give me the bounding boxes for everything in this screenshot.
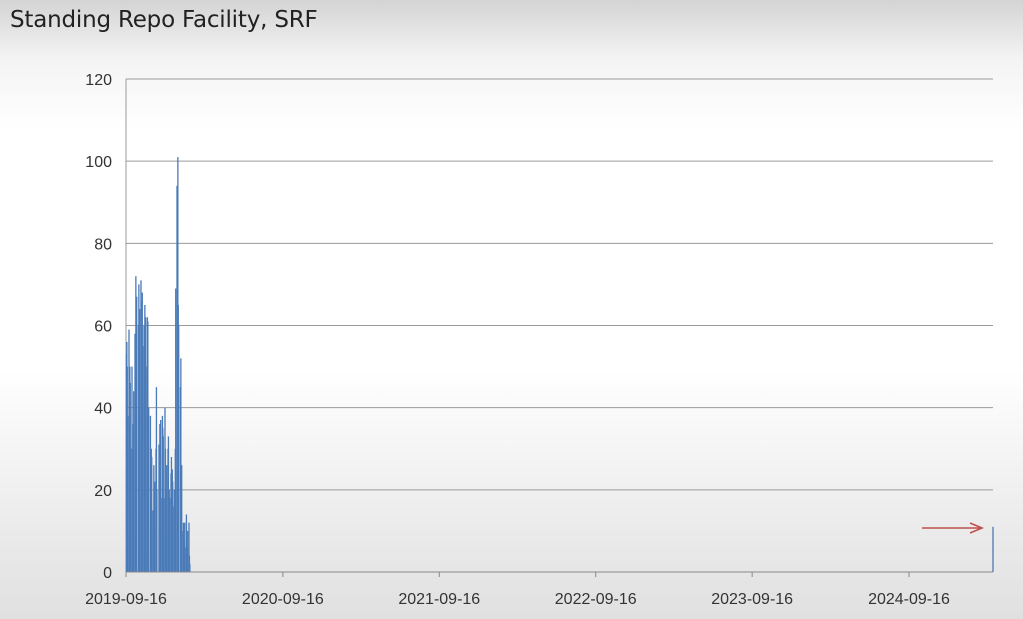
x-tick-label: 2024-09-16	[868, 591, 950, 608]
chart-title: Standing Repo Facility, SRF	[10, 7, 318, 33]
bar	[154, 481, 156, 572]
bar	[185, 514, 188, 572]
bar	[189, 563, 191, 572]
bar	[167, 436, 170, 572]
bar	[147, 321, 149, 572]
bar	[145, 317, 147, 572]
bar	[175, 288, 177, 572]
bar	[166, 465, 168, 572]
annotation	[922, 522, 985, 534]
bar	[148, 407, 150, 572]
y-axis: 0 20 40 60 80 100 120	[85, 72, 127, 582]
bar	[151, 456, 153, 572]
y-tick-label: 0	[103, 565, 112, 582]
bar	[180, 358, 182, 572]
bar	[178, 325, 180, 572]
bar	[139, 309, 141, 572]
y-tick-label: 60	[94, 319, 112, 336]
bar	[170, 456, 173, 572]
bar	[182, 522, 185, 572]
bar	[169, 498, 171, 572]
y-tick-label: 100	[85, 154, 112, 171]
bar	[142, 346, 144, 572]
arrow-head	[969, 522, 985, 534]
bar	[156, 489, 158, 572]
y-tick-label: 120	[85, 72, 112, 89]
bar	[172, 481, 174, 572]
grid-lines	[126, 78, 993, 491]
bar	[155, 387, 158, 573]
x-tick-label: 2022-09-16	[555, 591, 637, 608]
bar	[133, 391, 135, 572]
bar	[136, 296, 138, 572]
bar	[181, 465, 183, 572]
x-tick-label: 2020-09-16	[242, 591, 324, 608]
bar-series	[125, 157, 994, 573]
bar	[163, 498, 165, 572]
x-tick-label: 2023-09-16	[711, 591, 793, 608]
bar	[134, 333, 136, 572]
bar	[184, 522, 186, 572]
bar	[992, 526, 994, 572]
y-tick-label: 80	[94, 236, 112, 253]
x-tick-label: 2021-09-16	[398, 591, 480, 608]
bar	[130, 448, 132, 572]
bar	[160, 419, 162, 572]
bar	[127, 415, 129, 572]
x-axis: 2019-09-16 2020-09-16 2021-09-16 2022-09-16…	[85, 571, 993, 608]
bar	[187, 530, 189, 572]
y-tick-label: 40	[94, 401, 112, 418]
bar	[188, 522, 190, 572]
y-tick-label: 20	[94, 483, 112, 500]
bar	[131, 366, 133, 572]
x-tick-label: 2019-09-16	[85, 591, 167, 608]
